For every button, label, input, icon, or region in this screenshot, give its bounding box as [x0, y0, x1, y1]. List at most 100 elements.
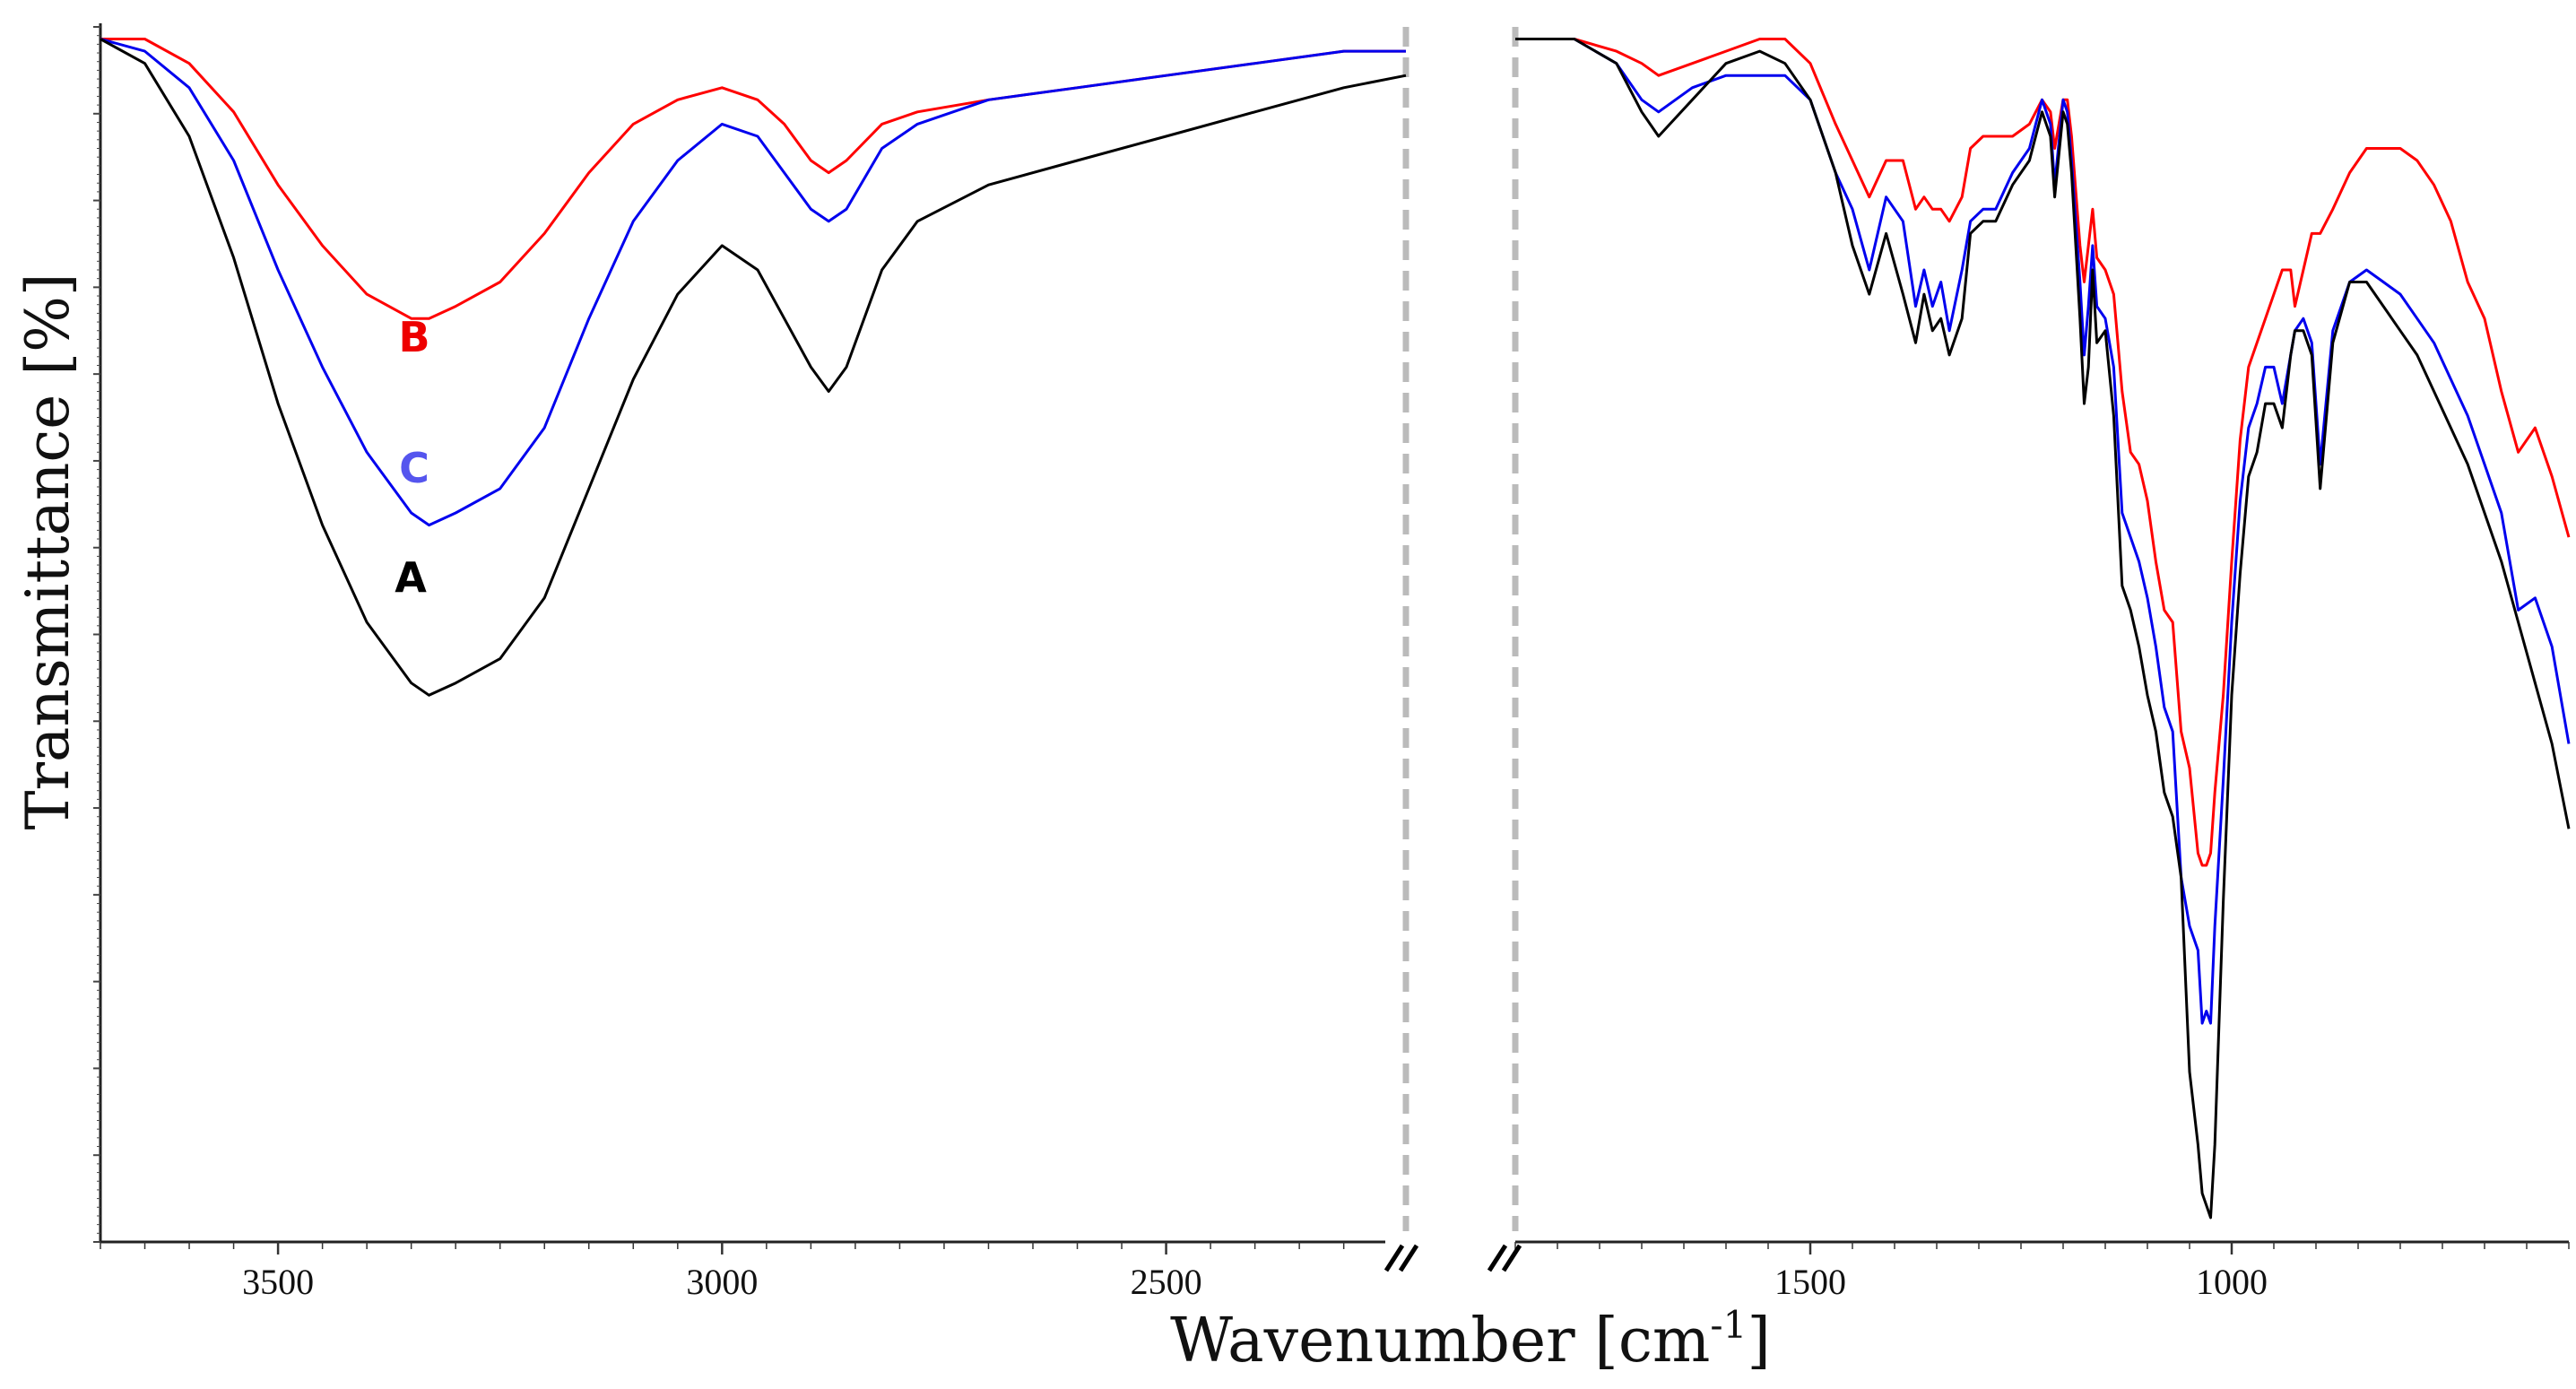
series-A-point: [1759, 51, 1760, 52]
series-B-point: [2079, 245, 2080, 246]
series-A-point: [2079, 318, 2080, 319]
series-A-point: [1254, 111, 1255, 112]
series-C-point: [722, 124, 723, 125]
series-C-point: [2332, 330, 2333, 331]
series-B-point: [1995, 135, 1996, 136]
series-A-point: [2290, 354, 2291, 355]
series-B-point: [2050, 111, 2051, 112]
series-B-point: [2282, 270, 2283, 271]
series-B-point: [2311, 233, 2312, 234]
series-A-point: [2202, 1193, 2203, 1194]
series-C-point: [1995, 209, 1996, 210]
series-A-point: [2113, 415, 2114, 416]
series-C-point: [2223, 780, 2224, 781]
series-B-point: [2332, 209, 2333, 210]
series-B-right: [1515, 38, 2571, 867]
series-C-point: [2501, 513, 2502, 514]
series-B-point: [2029, 124, 2030, 125]
axis-break-stroke: [1501, 1244, 1522, 1272]
series-B-point: [917, 111, 918, 112]
series-A-point: [2092, 270, 2093, 271]
series-C-point: [2202, 1023, 2203, 1024]
series-B-point: [322, 245, 323, 246]
series-C-point: [1784, 75, 1785, 76]
series-A-point: [2147, 695, 2148, 696]
series-A-point: [2223, 901, 2224, 902]
series-B-point: [2198, 853, 2199, 854]
series-C-point: [278, 270, 279, 271]
series-B-point: [1616, 51, 1617, 52]
series-C-point: [2198, 950, 2199, 951]
series-C-point: [2096, 306, 2097, 307]
series-C-point: [2029, 148, 2030, 149]
series-A-point: [988, 185, 989, 186]
series-A-point: [1406, 75, 1407, 76]
series-A-point: [2105, 330, 2106, 331]
series-A-point: [1852, 245, 1853, 246]
series-A-point: [2501, 561, 2502, 562]
series-A-point: [1940, 318, 1941, 319]
series-A-point: [677, 294, 678, 295]
series-C-point: [2138, 561, 2139, 562]
series-C-point: [2092, 245, 2093, 246]
x-tick-label: 1500: [1774, 1262, 1846, 1302]
series-A-point: [455, 682, 456, 683]
series-A-point: [1923, 294, 1924, 295]
series-A-point: [1962, 318, 1963, 319]
series-B-point: [2552, 476, 2553, 477]
series-A-point: [2042, 111, 2043, 112]
series-C-point: [2210, 1023, 2211, 1024]
series-C-point: [1692, 87, 1693, 88]
series-A-point: [499, 658, 500, 659]
series-A-point: [2206, 1205, 2207, 1206]
axis-break-stroke: [1383, 1244, 1405, 1272]
series-C-point: [2416, 318, 2417, 319]
series-A-point: [2012, 185, 2013, 186]
series-A-point: [2311, 354, 2312, 355]
series-A-point: [2067, 124, 2068, 125]
axis-break-mark: [1487, 1244, 1522, 1272]
series-C-point: [1759, 75, 1760, 76]
series-A-point: [2450, 428, 2451, 429]
x-tick-label: 1000: [2196, 1262, 2268, 1302]
x-tick-label: 3000: [686, 1262, 758, 1302]
series-B-point: [367, 294, 368, 295]
series-A-point: [1970, 233, 1971, 234]
series-B-point: [189, 63, 190, 64]
series-A-point: [2552, 743, 2553, 744]
series-C-point: [2232, 621, 2233, 622]
series-C-point: [2121, 513, 2122, 514]
y-axis-label: Transmittance [%]: [13, 273, 82, 829]
series-A-point: [2248, 476, 2249, 477]
series-A-point: [2232, 695, 2233, 696]
series-B-point: [2232, 561, 2233, 562]
series-B-point: [278, 185, 279, 186]
series-B-point: [1726, 51, 1727, 52]
series-B-point: [1940, 209, 1941, 210]
series-C-point: [2067, 111, 2068, 112]
series-B-point: [2054, 148, 2055, 149]
series-C-point: [1077, 87, 1078, 88]
series-B-point: [1835, 124, 1836, 125]
series-label-B: B: [398, 313, 429, 361]
series-C-point: [917, 124, 918, 125]
series-A-point: [2383, 306, 2384, 307]
series-B-point: [2349, 172, 2350, 173]
series-A-point: [2240, 573, 2241, 574]
series-A-point: [2088, 367, 2089, 368]
series-B-point: [1932, 209, 1933, 210]
series-B-point: [2290, 270, 2291, 271]
series-B-point: [881, 124, 882, 125]
series-label-A: A: [395, 553, 427, 602]
series-label-C: C: [399, 444, 429, 492]
series-A-point: [411, 682, 412, 683]
series-B-point: [2121, 391, 2122, 392]
series-C-left: [100, 38, 1406, 527]
series-A-point: [2054, 196, 2055, 197]
series-B-point: [2215, 792, 2216, 793]
series-B-point: [2155, 561, 2156, 562]
series-B-point: [2240, 439, 2241, 440]
series-B-point: [1658, 75, 1659, 76]
series-B-point: [722, 87, 723, 88]
